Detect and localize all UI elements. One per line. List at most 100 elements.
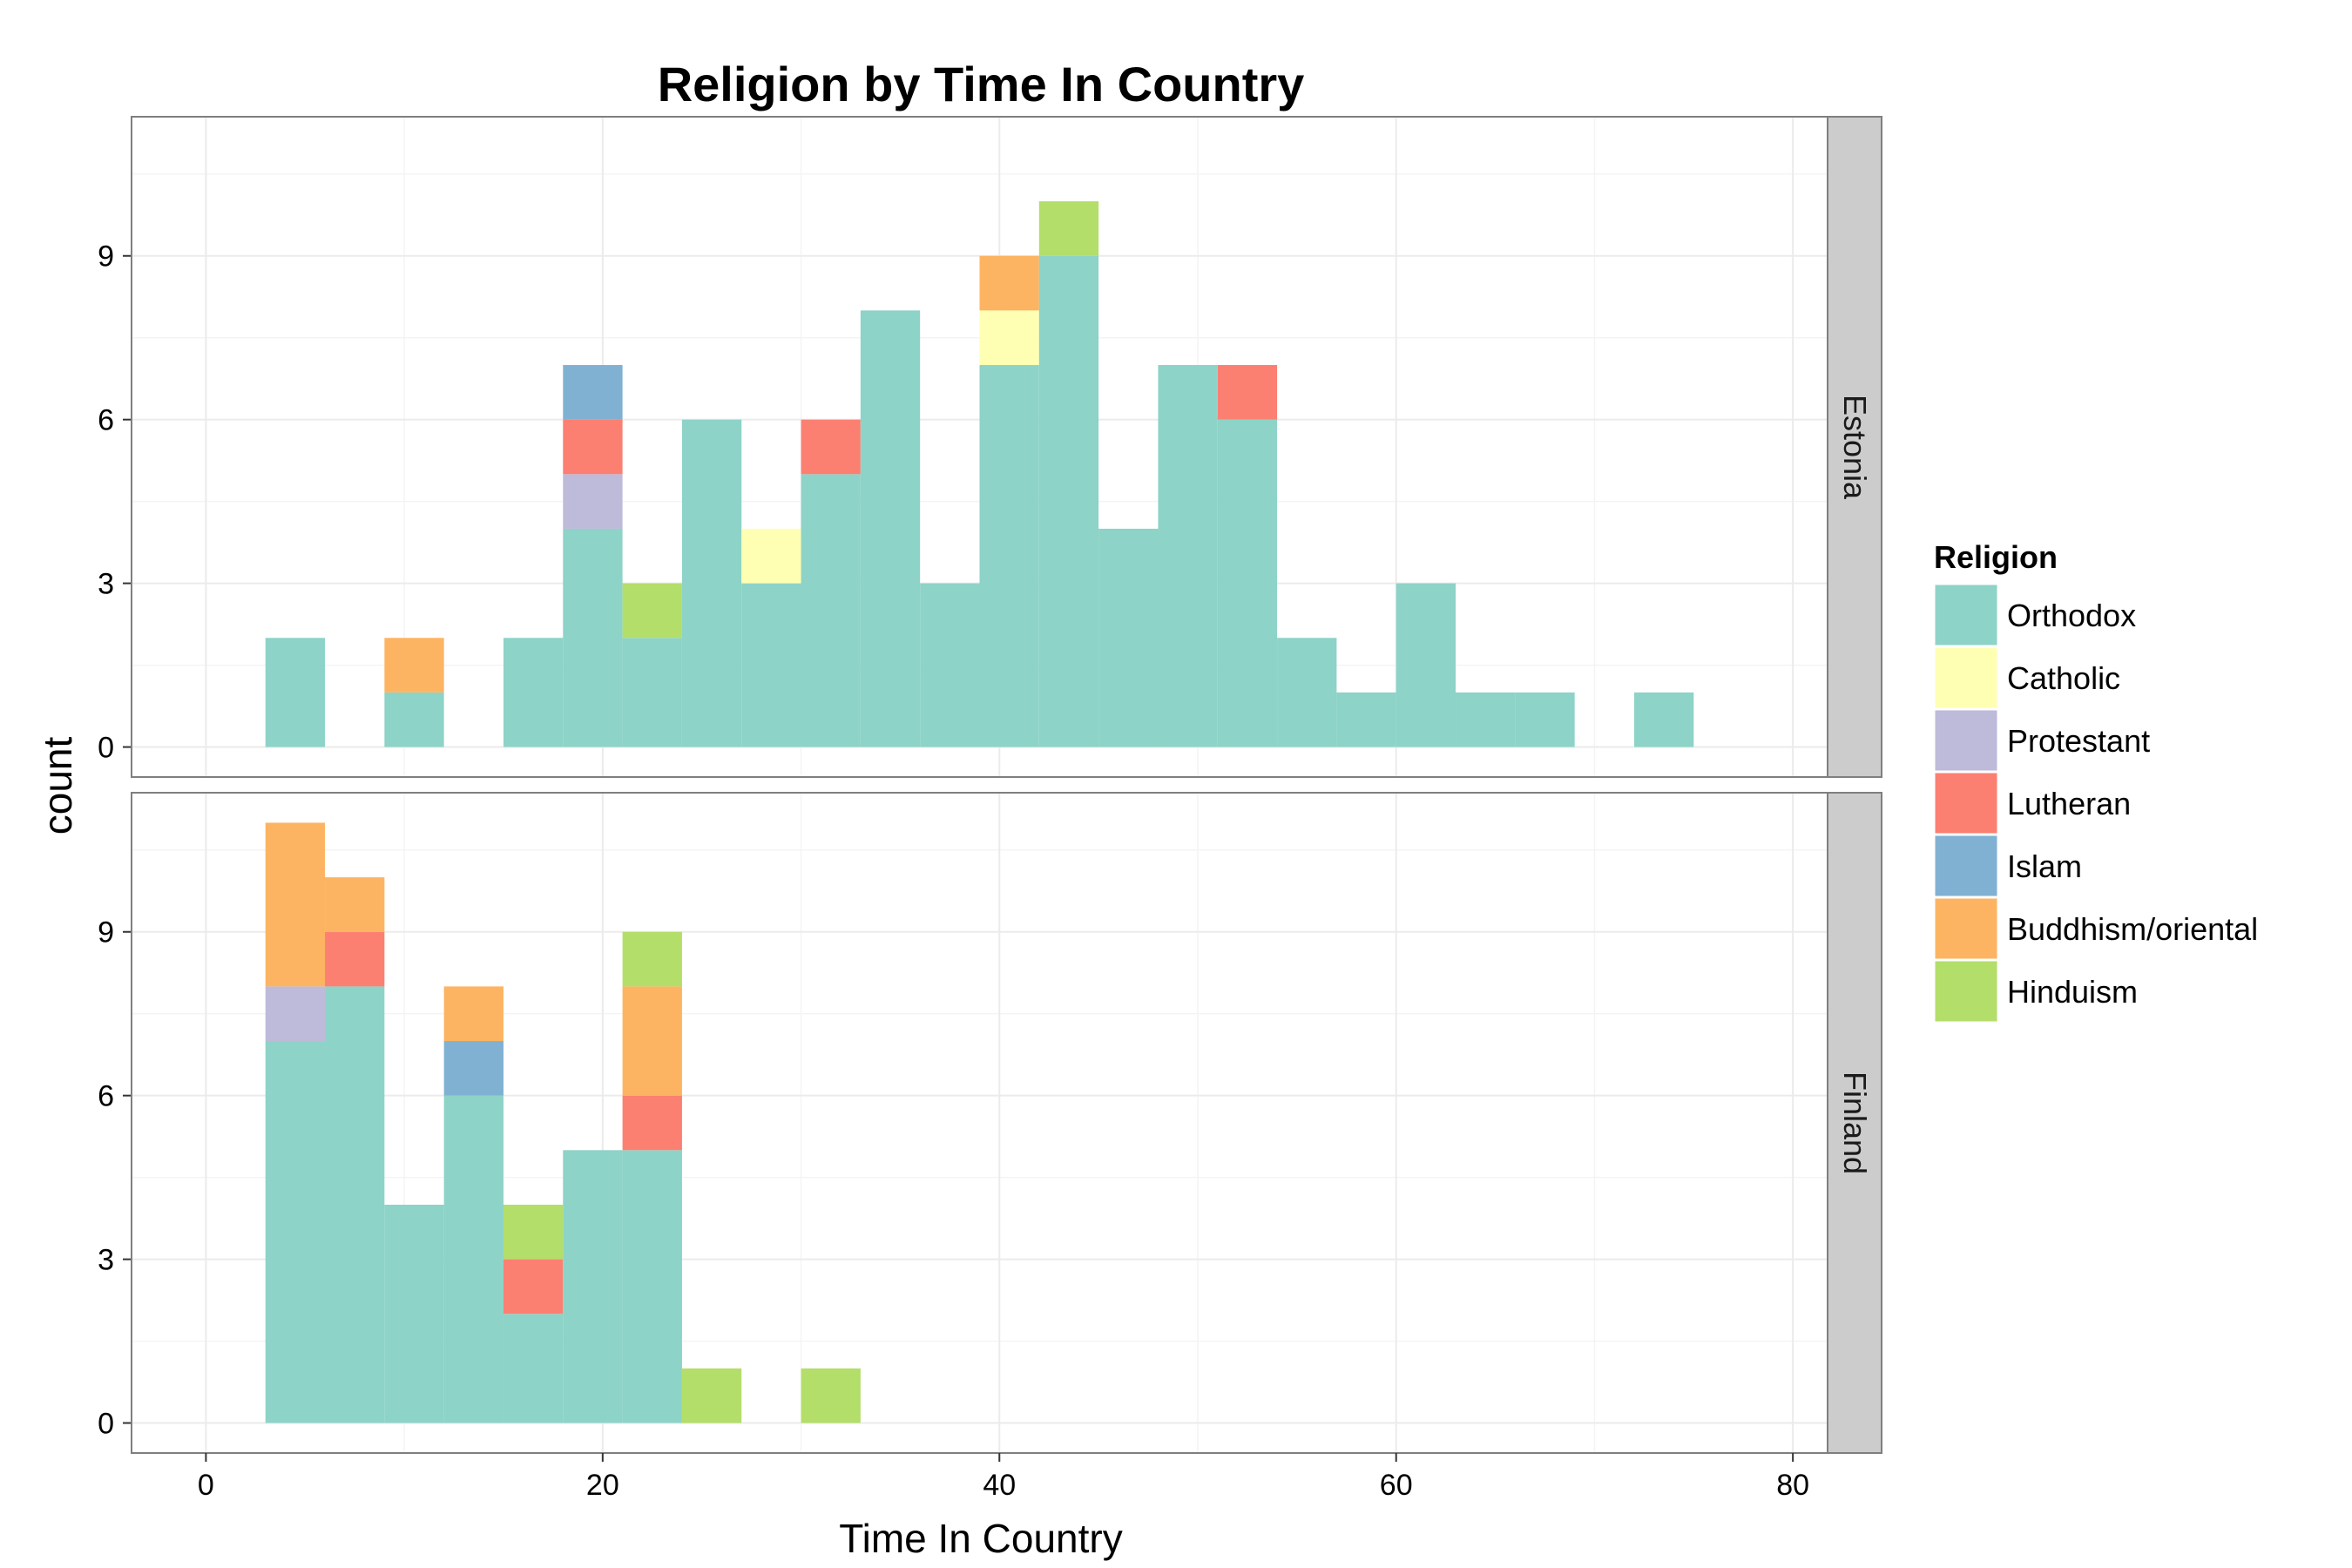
bar-orthodox [1515,692,1575,747]
legend-item: Hinduism [1932,958,2138,1024]
bar-orthodox [325,986,385,1423]
bar-orthodox [563,1150,623,1423]
bars [265,822,861,1423]
panels: 0 3 6 9 Estonia 0 3 6 9 Finland [98,116,1882,1454]
bar-orthodox [1277,638,1337,747]
x-tick-label: 0 [198,1469,214,1502]
x-tick-label: 20 [586,1469,619,1502]
bar-orthodox [801,474,861,747]
legend: Religion Orthodox Catholic Protestant Luther… [1932,539,2258,1024]
x-tick-label: 60 [1380,1469,1413,1502]
bar-orthodox [384,1204,444,1423]
legend-swatch [1932,645,2000,711]
bar-lutheran [503,1259,564,1315]
legend-swatch [1932,958,2000,1024]
bar-orthodox [741,583,801,747]
bar-lutheran [622,1095,682,1151]
facet-label: Estonia [1837,395,1873,500]
bar-orthodox [265,1041,326,1423]
bar-orthodox [503,1314,564,1423]
legend-item: Orthodox [1932,582,2136,648]
bar-islam [563,365,623,420]
bar-orthodox [1038,255,1099,747]
bar-orthodox [622,638,682,747]
y-tick-label: 9 [98,240,114,274]
legend-item: Islam [1932,833,2082,899]
legend-label: Catholic [2007,660,2120,696]
legend-swatch [1932,833,2000,899]
bar-orthodox [979,365,1039,747]
bar-orthodox [384,692,444,747]
y-tick-label: 3 [98,1244,114,1277]
facet-strip [1827,116,1882,778]
bar-buddhism-oriental [443,986,504,1042]
chart-title: Religion by Time In Country [658,57,1305,112]
y-tick-label: 9 [98,916,114,950]
y-tick-label: 3 [98,568,114,601]
bar-hinduism [503,1204,564,1260]
legend-title: Religion [1934,539,2058,575]
bar-buddhism-oriental [622,986,682,1096]
bar-orthodox [1633,692,1694,747]
bar-islam [443,1041,504,1096]
bar-hinduism [622,931,682,987]
y-tick-label: 6 [98,1080,114,1113]
legend-label: Hinduism [2007,974,2138,1010]
legend-swatch [1932,582,2000,648]
bar-orthodox [1396,583,1456,747]
bar-orthodox [622,1150,682,1423]
legend-item: Catholic [1932,645,2120,711]
legend-item: Buddhism/oriental [1932,896,2258,962]
y-axis-title: count [35,737,80,835]
bar-orthodox [1158,365,1218,747]
bar-orthodox [563,528,623,747]
bar-hinduism [801,1368,861,1423]
x-axis: 0 20 40 60 80 [198,1453,1809,1502]
bar-orthodox [443,1095,504,1423]
x-tick-label: 80 [1776,1469,1809,1502]
legend-swatch [1932,896,2000,962]
y-tick-label: 0 [98,732,114,765]
bar-orthodox [920,583,980,747]
legend-item: Lutheran [1932,770,2131,836]
bar-orthodox [681,419,742,747]
bar-orthodox [1098,528,1159,747]
panel-estonia: 0 3 6 9 Estonia [98,116,1882,778]
legend-label: Islam [2007,848,2082,884]
bar-orthodox [1217,419,1278,747]
legend-swatch [1932,707,2000,774]
bar-orthodox [1456,692,1516,747]
bar-hinduism [681,1368,742,1423]
legend-label: Lutheran [2007,786,2131,821]
bar-buddhism-oriental [325,877,385,932]
bar-orthodox [265,638,326,747]
bar-protestant [265,986,326,1042]
x-tick-label: 40 [983,1469,1016,1502]
legend-label: Protestant [2007,723,2150,759]
bars [265,201,1694,747]
bar-lutheran [325,931,385,987]
panel-finland: 0 3 6 9 Finland [98,792,1882,1454]
bar-orthodox [1336,692,1396,747]
legend-swatch [1932,770,2000,836]
x-axis-title: Time In Country [839,1516,1123,1561]
bar-hinduism [622,583,682,639]
bar-lutheran [1217,365,1278,420]
bar-lutheran [801,419,861,475]
bar-hinduism [1038,201,1099,256]
legend-label: Orthodox [2007,598,2136,633]
bar-buddhism-oriental [384,638,444,693]
bar-protestant [563,474,623,529]
y-tick-label: 0 [98,1408,114,1441]
legend-label: Buddhism/oriental [2007,911,2258,947]
facet-strip [1827,792,1882,1454]
bar-buddhism-oriental [979,255,1039,311]
legend-item: Protestant [1932,707,2150,774]
bar-lutheran [563,419,623,475]
bar-orthodox [860,310,921,747]
facet-label: Finland [1837,1071,1873,1174]
y-tick-label: 6 [98,404,114,437]
bar-orthodox [503,638,564,747]
bar-catholic [741,528,801,584]
